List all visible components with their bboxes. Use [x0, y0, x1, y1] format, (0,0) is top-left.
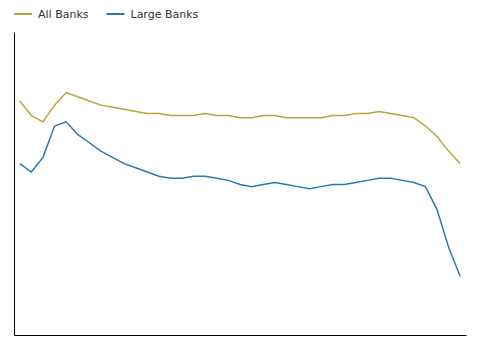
chart: All Banks Large Banks	[0, 0, 480, 349]
lines	[20, 93, 460, 277]
y-axis-line	[14, 33, 15, 336]
legend: All Banks Large Banks	[14, 8, 199, 21]
series-line	[20, 122, 460, 277]
legend-swatch	[14, 13, 32, 15]
x-axis	[15, 335, 467, 336]
legend-item: All Banks	[14, 8, 89, 21]
plot-area	[15, 33, 467, 336]
legend-label: Large Banks	[131, 8, 199, 21]
legend-label: All Banks	[38, 8, 89, 21]
legend-swatch	[107, 13, 125, 15]
series-line	[20, 93, 460, 164]
y-axis	[14, 33, 15, 336]
x-axis-line	[15, 335, 467, 336]
legend-item: Large Banks	[107, 8, 199, 21]
